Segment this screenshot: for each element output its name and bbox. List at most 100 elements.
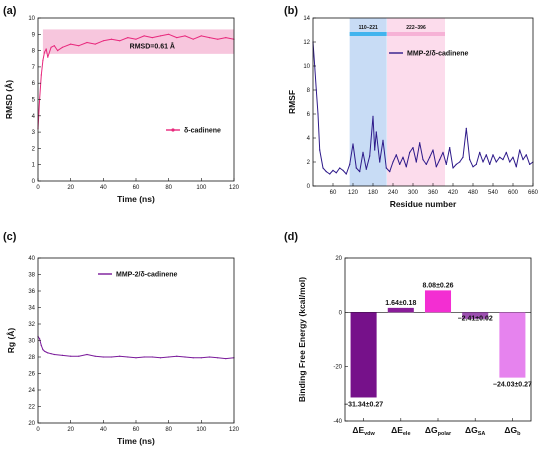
data-point [43, 51, 46, 53]
y-tick-label: 4 [307, 136, 311, 142]
y-axis-title-d: Binding Free Energy (kcal/mol) [297, 277, 307, 402]
data-point [135, 357, 137, 359]
panel-b: 110–221 222–396 MMP-2/δ-cadinene 0 2 4 6 8 10 12 1… [284, 5, 539, 209]
y-tick-label: 20 [335, 256, 342, 262]
data-point [442, 151, 444, 153]
bar-value-label: −2.41±0.02 [458, 315, 493, 322]
data-point [176, 37, 178, 39]
data-point [184, 35, 186, 37]
data-point [409, 151, 411, 153]
category-label: ΔGb [504, 425, 521, 437]
x-tick-label: 120 [229, 427, 240, 433]
data-point [50, 46, 52, 48]
data-point [42, 349, 44, 351]
category-label: ΔEvdw [352, 425, 375, 437]
data-point [382, 139, 384, 141]
data-point [61, 354, 64, 356]
data-point [402, 156, 404, 158]
bar-0 [350, 312, 377, 398]
x-tick-label: 20 [67, 185, 74, 191]
x-tick-label: 60 [133, 185, 140, 191]
region-bar [349, 32, 387, 36]
y-tick-label: 4 [32, 114, 36, 120]
y-tick-label: 9 [32, 32, 36, 38]
category-label: ΔEele [391, 425, 410, 437]
x-axis-title-a: Time (ns) [117, 194, 155, 204]
data-point [208, 356, 211, 358]
data-point [522, 159, 524, 161]
x-tick-label: 660 [528, 190, 539, 196]
y-tick-label: 30 [28, 339, 35, 345]
x-tick-label: 80 [165, 185, 172, 191]
y-axis-title-a: RMSD (Å) [4, 80, 14, 119]
data-point [40, 344, 42, 347]
data-point [168, 33, 170, 35]
plot-frame-b [312, 17, 534, 187]
x-tick-label: 100 [196, 185, 207, 191]
y-tick-label: 1 [32, 163, 36, 169]
data-point [168, 356, 170, 358]
data-point [329, 173, 331, 175]
y-tick-label: 8 [32, 49, 36, 55]
x-tick-label: 100 [196, 427, 207, 433]
x-tick-label: 300 [408, 190, 419, 196]
data-point [325, 171, 327, 173]
series-line [37, 33, 235, 129]
data-point [151, 37, 153, 39]
data-point [482, 161, 484, 163]
data-point [362, 151, 364, 153]
data-point [70, 355, 72, 357]
data-point [57, 50, 59, 52]
data-point [475, 163, 477, 165]
data-point [332, 169, 334, 171]
y-tick-label: 14 [303, 16, 310, 22]
y-axis-title-b: RMSF [287, 90, 297, 114]
panel-label-d: (d) [284, 231, 298, 243]
data-point [143, 356, 145, 358]
data-point [374, 149, 376, 151]
data-point [452, 167, 454, 169]
panel-d: −31.34±0.27 ΔEvdw 1.64±0.18 ΔEele 8.08±0.26 Δ… [284, 231, 532, 437]
data-point [127, 37, 129, 39]
x-tick-label: 80 [165, 427, 172, 433]
data-point [176, 355, 178, 357]
data-point [151, 356, 153, 358]
data-point [459, 161, 461, 163]
data-point [61, 46, 64, 48]
region-shade [387, 18, 445, 186]
y-tick-label: 6 [32, 81, 36, 87]
x-tick-label: 180 [368, 190, 379, 196]
legend-label: δ-cadinene [184, 128, 221, 135]
y-tick-label: 6 [307, 112, 311, 118]
data-point [505, 151, 507, 153]
data-point [119, 355, 121, 357]
bar-value-label: 1.64±0.18 [385, 300, 416, 307]
data-point [135, 38, 137, 40]
data-point [94, 43, 96, 45]
x-tick-label: 20 [67, 427, 74, 433]
data-point [355, 167, 357, 169]
data-point [412, 147, 414, 149]
x-tick-label: 240 [388, 190, 399, 196]
data-point [40, 74, 42, 76]
data-point [425, 163, 427, 165]
data-point [525, 154, 527, 156]
data-point [53, 353, 55, 356]
data-point [492, 154, 494, 156]
x-tick-label: 40 [100, 185, 107, 191]
y-tick-label: 28 [28, 355, 35, 361]
legend-label: MMP-2/δ-cadinene [116, 272, 178, 279]
y-tick-label: 0 [339, 310, 343, 316]
y-tick-label: 38 [28, 273, 35, 279]
data-point [200, 357, 202, 359]
data-point [192, 357, 194, 359]
data-point [78, 45, 80, 47]
data-point [395, 154, 397, 156]
data-point [472, 166, 474, 168]
data-point [365, 168, 367, 170]
y-tick-label: 5 [32, 98, 36, 104]
data-point [200, 35, 202, 37]
y-tick-label: 26 [28, 372, 35, 378]
bar-1 [387, 307, 414, 313]
